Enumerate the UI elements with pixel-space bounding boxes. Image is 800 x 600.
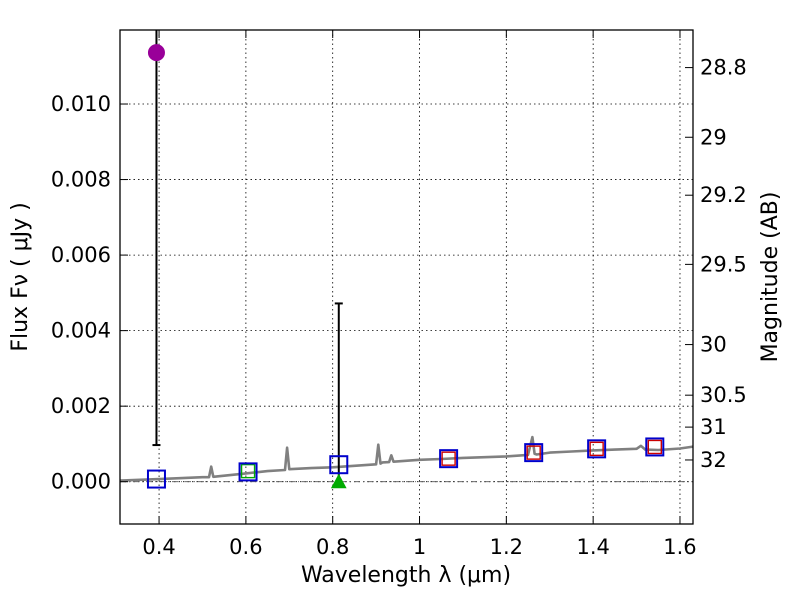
detection-circle — [147, 44, 165, 62]
detection-triangle — [330, 473, 347, 489]
y-tick-label: 0.002 — [51, 394, 111, 418]
observed-box — [240, 463, 256, 479]
observed-box — [589, 441, 604, 457]
model-photometry-square — [439, 449, 459, 469]
y-tick-label: 0.004 — [51, 319, 111, 343]
model-photometry-square — [329, 455, 349, 475]
mag-tick-label: 29.5 — [700, 252, 747, 276]
right-axis-title: Magnitude (AB) — [758, 192, 783, 363]
mag-tick-label: 30.5 — [700, 383, 747, 407]
mag-tick-label: 28.8 — [700, 56, 747, 80]
model-photometry-square — [524, 443, 544, 463]
observed-box — [441, 451, 456, 466]
x-tick-label: 1 — [413, 535, 426, 559]
axis-ticks: 0.4 0.6 0.8 1 1.2 1.4 1.6 0.000 0.002 0.004 0.006 0… — [51, 30, 747, 559]
y-tick-label: 0.000 — [51, 470, 111, 494]
y-tick-label: 0.006 — [51, 243, 111, 267]
model-photometry-square — [645, 437, 665, 457]
y-tick-label: 0.010 — [51, 92, 111, 116]
x-tick-label: 0.8 — [316, 535, 349, 559]
x-tick-label: 1.4 — [576, 535, 609, 559]
data-markers — [146, 30, 665, 489]
x-tick-label: 0.6 — [229, 535, 262, 559]
y-tick-label: 0.008 — [51, 168, 111, 192]
grid-lines — [120, 30, 693, 524]
y-axis-title: Flux Fν ( μJy ) — [8, 202, 33, 351]
x-axis-title: Wavelength λ (μm) — [301, 563, 511, 588]
plot-frame — [119, 29, 694, 525]
x-tick-label: 0.4 — [142, 535, 175, 559]
model-photometry-square — [587, 439, 607, 459]
model-photometry-square — [146, 469, 166, 489]
mag-tick-label: 29.2 — [700, 183, 747, 207]
mag-tick-label: 29 — [700, 125, 727, 149]
mag-tick-label: 31 — [700, 415, 727, 439]
x-tick-label: 1.2 — [490, 535, 523, 559]
x-tick-label: 1.6 — [663, 535, 696, 559]
model-photometry-square — [238, 462, 258, 482]
observed-box — [526, 445, 541, 460]
mag-tick-label: 30 — [700, 333, 727, 357]
observed-box — [647, 439, 662, 455]
mag-tick-label: 32 — [700, 448, 727, 472]
